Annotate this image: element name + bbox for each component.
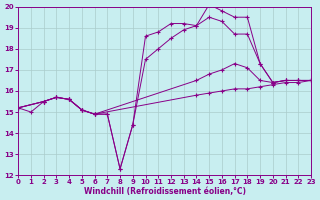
- X-axis label: Windchill (Refroidissement éolien,°C): Windchill (Refroidissement éolien,°C): [84, 187, 246, 196]
